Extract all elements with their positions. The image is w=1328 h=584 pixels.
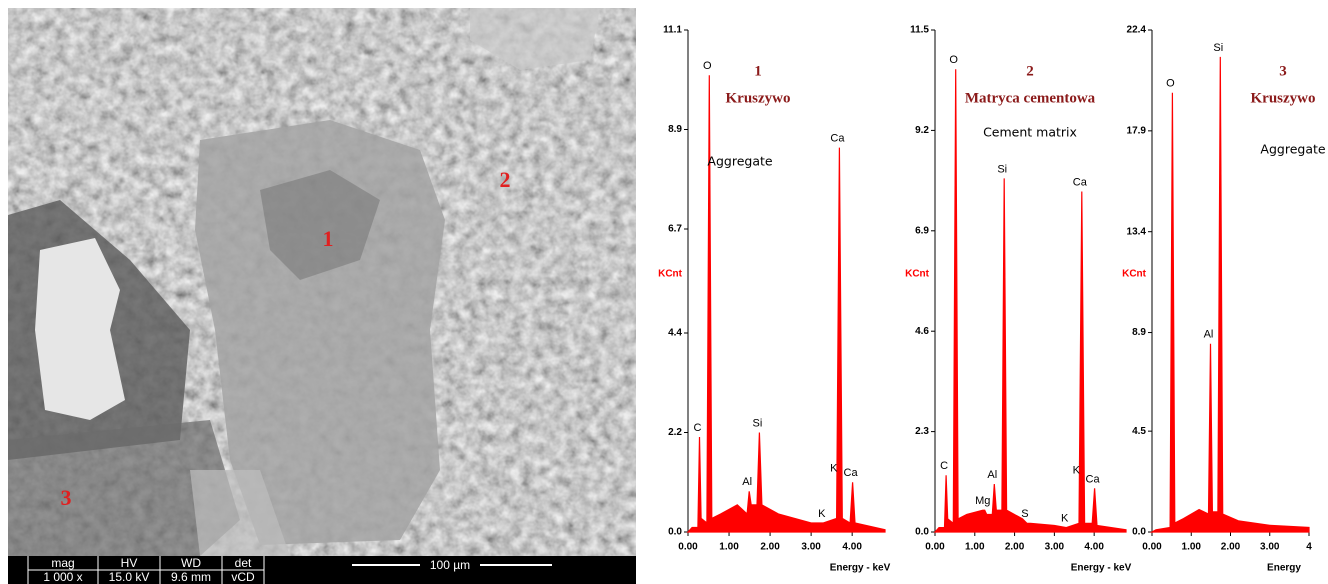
peak-label: Ca [844, 467, 859, 479]
y-axis-label: KCnt [1122, 269, 1147, 280]
y-axis-label: KCnt [658, 269, 683, 280]
y-tick-label: 8.9 [1132, 327, 1146, 338]
scale-bar-label: 100 µm [430, 558, 470, 572]
chart-subtitle: Kruszywo [1251, 90, 1316, 106]
y-tick-label: 4.4 [668, 328, 682, 339]
x-tick-label: 2.00 [760, 542, 780, 553]
peak-label: Si [753, 417, 763, 429]
marker: 3 [61, 485, 72, 510]
y-tick-label: 0.0 [668, 527, 682, 538]
peak-label: K [818, 508, 826, 520]
peak-label: K [1061, 513, 1069, 525]
peak-label: K [830, 463, 838, 475]
x-axis-label: Energy - keV [830, 563, 891, 574]
peak-label: C [940, 460, 948, 472]
y-tick-label: 9.2 [915, 125, 929, 136]
x-tick-label: 3.00 [801, 542, 821, 553]
spectrum [686, 75, 886, 533]
x-tick-label: 1.00 [1182, 542, 1202, 553]
info-value: 15.0 kV [109, 570, 150, 584]
x-tick-label: 4.00 [842, 542, 862, 553]
peak-label: Mg [975, 495, 990, 507]
x-tick-label: 1.00 [965, 542, 985, 553]
y-tick-label: 11.1 [663, 25, 682, 36]
peak-label: O [949, 54, 958, 66]
peak-label: Al [987, 469, 997, 481]
info-header: HV [121, 556, 138, 570]
x-axis-label: Energy - keV [1071, 563, 1132, 574]
peak-label: Si [997, 163, 1007, 175]
x-tick-label: 2.00 [1005, 542, 1025, 553]
info-value: 9.6 mm [171, 570, 211, 584]
peak-label: S [1021, 508, 1028, 520]
y-tick-label: 2.3 [915, 426, 929, 437]
sem-image: 1 2 3 mag HV WD det 1 000 x 15.0 kV 9.6 … [8, 8, 636, 584]
x-tick-label: 3.00 [1045, 542, 1065, 553]
x-tick-label: 0.00 [925, 542, 945, 553]
annotation: Aggregate [707, 154, 772, 169]
x-tick-label: 3.00 [1260, 542, 1280, 553]
peak-label: O [1166, 78, 1175, 90]
chart-title: 2 [1026, 63, 1034, 79]
marker: 1 [323, 226, 334, 251]
y-tick-label: 4.6 [915, 326, 929, 337]
y-tick-label: 17.9 [1127, 125, 1147, 136]
peak-label: O [703, 60, 712, 72]
y-tick-label: 2.2 [668, 427, 682, 438]
y-tick-label: 8.9 [668, 124, 682, 135]
spectrum [933, 69, 1127, 533]
spectrum [1149, 56, 1310, 533]
y-tick-label: 0.0 [915, 527, 929, 538]
peak-label: C [694, 422, 702, 434]
x-tick-label: 1.00 [719, 542, 739, 553]
x-axis-label: Energy [1267, 563, 1301, 574]
annotation: Cement matrix [983, 125, 1077, 140]
peak-label: Ca [1073, 176, 1088, 188]
y-tick-label: 6.7 [668, 224, 682, 235]
y-tick-label: 11.5 [910, 25, 929, 36]
y-tick-label: 6.9 [915, 225, 929, 236]
info-header: det [235, 556, 252, 570]
y-axis-label: KCnt [905, 269, 930, 280]
peak-label: Si [1213, 42, 1223, 54]
y-tick-label: 0.0 [1132, 527, 1146, 538]
info-header: WD [181, 556, 201, 570]
peak-label: Al [742, 476, 752, 488]
annotation: Aggregate [1260, 142, 1325, 157]
y-tick-label: 4.5 [1132, 426, 1146, 437]
chart-title: 3 [1279, 63, 1287, 79]
x-tick-label: 4.00 [1084, 542, 1104, 553]
x-tick-label: 0.00 [678, 542, 698, 553]
info-value: 1 000 x [43, 570, 82, 584]
chart-subtitle: Kruszywo [726, 90, 791, 106]
info-value: vCD [231, 570, 255, 584]
peak-label: Ca [1086, 473, 1101, 485]
marker: 2 [500, 167, 511, 192]
x-tick-label: 4 [1306, 542, 1312, 553]
y-tick-label: 13.4 [1127, 226, 1147, 237]
x-tick-label: 0.00 [1142, 542, 1162, 553]
peak-label: Ca [830, 132, 845, 144]
y-tick-label: 22.4 [1127, 25, 1147, 36]
chart-subtitle: Matryca cementowa [965, 90, 1096, 106]
peak-label: K [1073, 465, 1081, 477]
chart-title: 1 [754, 63, 762, 79]
x-tick-label: 2.00 [1221, 542, 1241, 553]
peak-label: Al [1204, 329, 1214, 341]
info-header: mag [51, 556, 74, 570]
